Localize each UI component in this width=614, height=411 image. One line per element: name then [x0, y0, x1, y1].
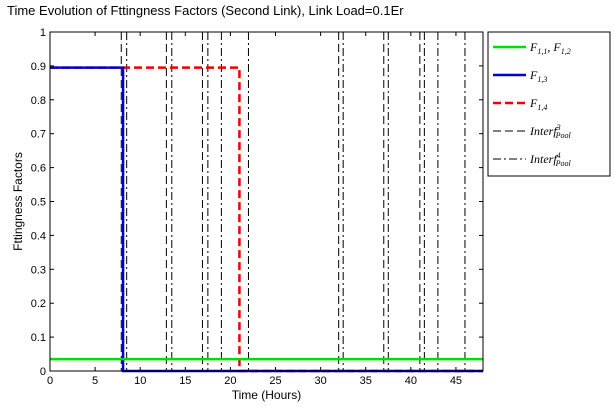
x-tick-label: 40 [405, 375, 417, 387]
legend: F1,1, F1,2 F1,3 F1,4 Interf3 Pool Interf4 Pool [487, 31, 611, 177]
y-tick-label: 0 [40, 366, 46, 378]
legend-entry: Interf3 Pool [529, 123, 572, 140]
y-tick-label: 0.9 [31, 61, 46, 73]
chart-title: Time Evolution of Fttingness Factors (Se… [7, 3, 404, 18]
y-tick-label: 0.5 [31, 197, 46, 209]
y-tick-label: 1 [40, 27, 46, 39]
x-tick-label: 10 [134, 375, 146, 387]
y-axis-label: Fttingness Factors [11, 152, 25, 251]
y-tick-label: 0.1 [31, 332, 46, 344]
x-tick-label: 25 [269, 375, 281, 387]
series-F1,4-line [50, 66, 483, 373]
y-tick-label: 0.2 [31, 298, 46, 310]
y-tick-label: 0.4 [31, 230, 46, 242]
x-tick-label: 20 [224, 375, 236, 387]
legend-entry: F1,1, F1,2 [529, 40, 571, 56]
x-tick-label: 15 [179, 375, 191, 387]
y-tick-label: 0.6 [31, 163, 46, 175]
y-tick-label: 0.8 [31, 95, 46, 107]
x-tick-label: 45 [450, 375, 462, 387]
plot-content [50, 32, 483, 373]
legend-entry: Interf4 Pool [529, 151, 572, 168]
x-tick-label: 30 [315, 375, 327, 387]
legend-entry: F1,3 [529, 68, 547, 84]
x-tick-label: 35 [360, 375, 372, 387]
x-tick-label: 0 [47, 375, 53, 387]
y-tick-label: 0.7 [31, 129, 46, 141]
plot-area-frame [49, 31, 484, 372]
x-tick-label: 5 [92, 375, 98, 387]
series-F1,3-line [50, 66, 483, 373]
y-tick-label: 0.3 [31, 264, 46, 276]
x-axis-label: Time (Hours) [232, 388, 302, 402]
legend-entry: F1,4 [529, 96, 547, 112]
axis-ticks: 0 5 10 15 20 25 30 35 40 45 0 0.1 0.2 0.3 0.4 0.5 0.6 0.7… [31, 27, 483, 387]
